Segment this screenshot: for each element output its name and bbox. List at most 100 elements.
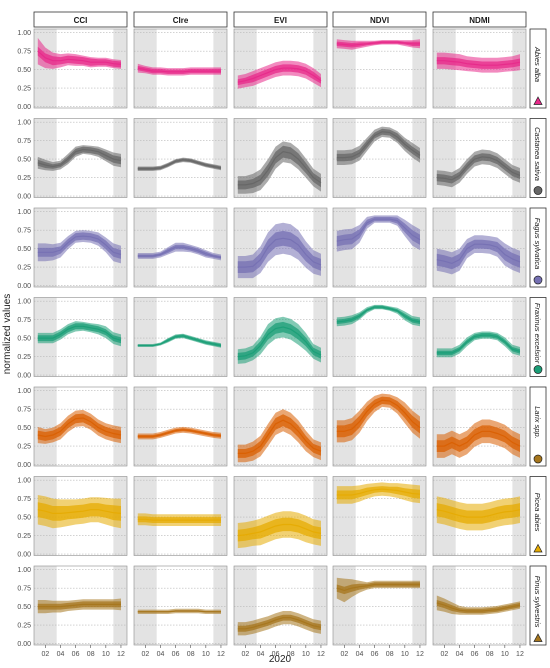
median-line <box>37 325 122 341</box>
median-line <box>137 429 222 438</box>
inner-range-band <box>436 239 520 270</box>
row-strip: Pinus sylvestris <box>529 565 547 646</box>
row-strip-label: Pinus sylvestris <box>533 576 542 628</box>
y-tick-label: 0.25 <box>17 265 31 272</box>
x-tick-label: 04 <box>57 651 65 658</box>
row-strip-box <box>529 118 547 198</box>
y-tick-label: 0.00 <box>17 283 31 290</box>
y-axis-title: normalized values <box>2 294 13 375</box>
season-shading <box>313 297 327 377</box>
inner-range-band <box>137 158 221 171</box>
column-strip-label: CIre <box>173 16 189 25</box>
facet-panel <box>332 297 427 377</box>
outer-range-band <box>237 316 321 364</box>
facet-panel <box>133 118 228 198</box>
y-tick-label: 0.50 <box>17 515 31 522</box>
season-shading <box>333 297 356 377</box>
median-line <box>137 610 221 613</box>
median-line <box>137 518 221 521</box>
y-tick-label: 0.25 <box>17 623 31 630</box>
row-strip: Fagus sylvatica <box>529 207 547 288</box>
y-tick-label: 0.50 <box>17 67 31 74</box>
season-shading <box>412 29 426 108</box>
facet-panel <box>233 565 328 646</box>
x-tick-label: 08 <box>187 651 195 658</box>
species-marker <box>533 543 543 553</box>
row-strip-label: Picea abies <box>533 493 542 532</box>
median-line <box>336 131 421 159</box>
panel-border <box>133 118 228 198</box>
panel-border <box>332 297 427 377</box>
y-tick-label: 1.00 <box>17 30 31 37</box>
x-tick-label: 12 <box>117 651 125 658</box>
inner-range-band <box>37 601 121 610</box>
facet-panel <box>332 118 427 198</box>
facet-panel <box>432 297 527 377</box>
row-strip-label: Castanea sativa <box>533 127 542 181</box>
column-strip-box <box>332 11 427 28</box>
median-line <box>137 67 221 73</box>
x-tick-label: 06 <box>371 651 379 658</box>
row-strip-box <box>529 28 547 109</box>
median-line <box>436 243 521 265</box>
species-marker <box>533 275 543 285</box>
x-tick-label: 10 <box>202 651 210 658</box>
facet-panel <box>233 118 328 198</box>
panel-border <box>432 118 527 198</box>
season-shading <box>333 566 356 645</box>
y-tick-label: 0.00 <box>17 552 31 559</box>
y-tick-label: 0.50 <box>17 604 31 611</box>
facet-grid: CCI CIre EVI NDVI NDMI 0.00 0.25 0.50 0.75 1.00 Ab… <box>17 11 547 658</box>
season-shading <box>433 297 456 377</box>
species-marker <box>533 454 543 464</box>
season-shading <box>134 118 157 198</box>
inner-range-band <box>37 323 121 344</box>
median-line <box>336 399 421 432</box>
row-strip-box <box>529 565 547 646</box>
column-strip-label: NDVI <box>370 16 389 25</box>
y-tick-label: 1.00 <box>17 120 31 127</box>
outer-range-band <box>336 304 420 327</box>
panel-border <box>133 28 228 109</box>
panel-border <box>332 386 427 467</box>
median-line <box>336 306 421 323</box>
column-strip-label: NDMI <box>469 16 489 25</box>
species-marker <box>533 365 543 374</box>
y-tick-label: 0.25 <box>17 533 31 540</box>
x-tick-label: 04 <box>257 651 265 658</box>
y-tick-label: 0.75 <box>17 317 31 324</box>
panel-border <box>133 207 228 288</box>
x-tick-label: 04 <box>157 651 165 658</box>
panel-border <box>233 28 328 109</box>
y-tick-label: 1.00 <box>17 299 31 306</box>
facet-panel <box>332 207 427 288</box>
season-shading <box>134 297 157 377</box>
y-tick-label: 0.00 <box>17 104 31 111</box>
y-tick-label: 0.75 <box>17 228 31 235</box>
season-shading <box>313 29 327 108</box>
y-tick-label: 0.00 <box>17 194 31 201</box>
column-strip: CCI <box>33 11 128 28</box>
facet-panel <box>133 207 228 288</box>
median-line <box>237 151 322 186</box>
facet-panel <box>133 565 228 646</box>
median-line <box>436 602 521 612</box>
column-strip-box <box>432 11 527 28</box>
panel-border <box>33 118 128 198</box>
season-shading <box>412 566 426 645</box>
y-tick-label: 0.75 <box>17 496 31 503</box>
panel-border <box>332 207 427 288</box>
median-line <box>436 509 521 518</box>
panel-border <box>432 28 527 109</box>
panel-border <box>432 386 527 467</box>
outer-range-band <box>237 611 321 636</box>
median-line <box>237 617 322 630</box>
inner-range-band <box>237 145 321 190</box>
x-tick-label: 10 <box>102 651 110 658</box>
median-line <box>237 326 322 358</box>
x-tick-label: 10 <box>302 651 310 658</box>
x-tick-label: 10 <box>501 651 509 658</box>
facet-panel <box>233 386 328 467</box>
row-strip-box <box>529 386 547 467</box>
median-line <box>37 148 122 168</box>
